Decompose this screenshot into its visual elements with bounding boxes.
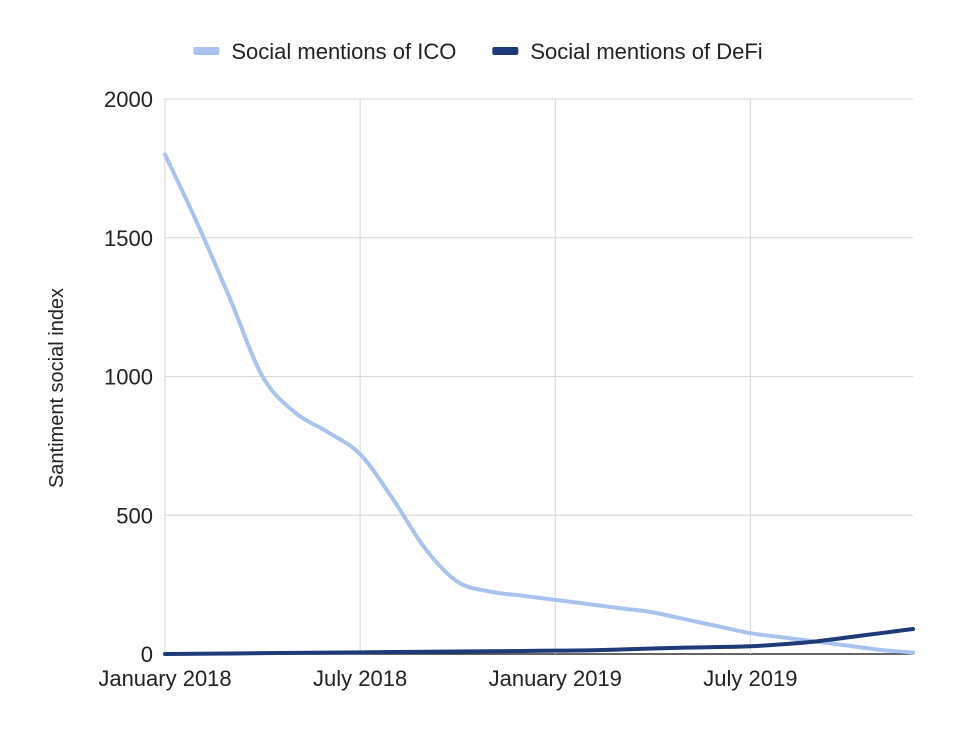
legend-label: Social mentions of DeFi <box>530 39 762 64</box>
x-tick-label: July 2019 <box>703 666 797 691</box>
legend-item-social-mentions-of-defi[interactable]: Social mentions of DeFi <box>492 39 763 64</box>
y-tick-label: 1000 <box>104 365 153 390</box>
y-tick-label: 500 <box>116 503 153 528</box>
legend: Social mentions of ICO Social mentions of… <box>193 39 763 64</box>
grid-layer <box>164 98 913 655</box>
legend-swatch <box>492 47 519 55</box>
x-tick-label: July 2018 <box>313 666 407 691</box>
x-tick-label: January 2019 <box>489 666 622 691</box>
legend-label: Social mentions of ICO <box>231 39 456 64</box>
series-layer <box>163 152 915 656</box>
y-axis-title: Santiment social index <box>46 288 68 488</box>
series-line-social-mentions-of-ico <box>163 152 915 655</box>
y-tick-label: 0 <box>141 642 153 667</box>
legend-item-social-mentions-of-ico[interactable]: Social mentions of ICO <box>193 39 456 64</box>
series-line-social-mentions-of-defi <box>163 627 915 656</box>
tick-layer: 0 500 1000 1500 2000 January 2018 July 2018 Jan… <box>98 87 797 691</box>
legend-swatch <box>193 47 220 55</box>
y-tick-label: 1500 <box>104 226 153 251</box>
x-tick-label: January 2018 <box>98 666 231 691</box>
y-tick-label: 2000 <box>104 87 153 112</box>
